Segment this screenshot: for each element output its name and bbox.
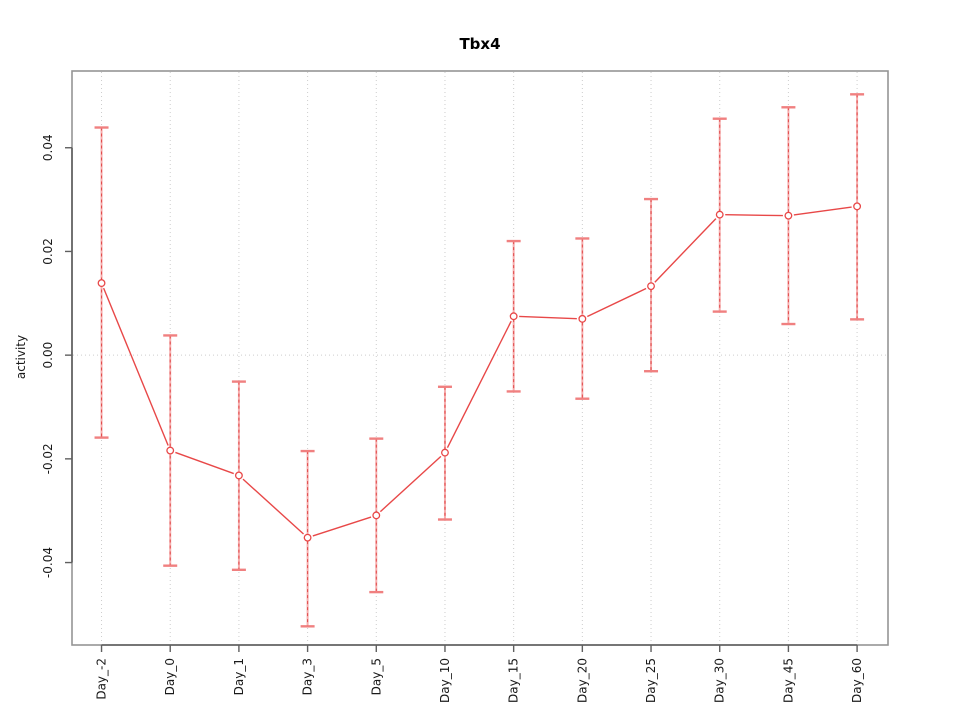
data-point [578, 314, 587, 323]
series-line-segment [587, 287, 647, 318]
series-line-segment [175, 451, 234, 475]
x-tick-label: Day_3 [301, 658, 315, 695]
x-tick-label: Day_-2 [95, 658, 109, 700]
data-point [441, 448, 449, 457]
x-tick-label: Day_1 [232, 658, 246, 695]
y-tick-label: 0.04 [41, 134, 55, 161]
x-tick-label: Day_45 [781, 658, 795, 703]
data-point [715, 210, 724, 219]
series-line-segment [242, 478, 304, 535]
y-tick-label: 0.02 [41, 238, 55, 265]
data-point [166, 446, 175, 455]
axes-layer: -0.04 -0.02 0.00 0.02 0.04 Day_-2 Day_0 Day_1 Da… [41, 134, 864, 703]
chart-title: Tbx4 [459, 35, 500, 53]
y-tick-label: -0.02 [41, 443, 55, 474]
data-point [234, 471, 243, 480]
series-line-segment [654, 218, 717, 283]
series-line-segment [793, 206, 852, 216]
series-line-segment [725, 214, 783, 217]
x-tick-label: Day_25 [644, 658, 658, 703]
data-series-layer [94, 93, 865, 628]
series-line-segment [446, 320, 512, 449]
plot-box [71, 70, 889, 646]
data-point [509, 312, 518, 321]
x-tick-label: Day_60 [850, 658, 864, 703]
data-point [372, 511, 381, 520]
series-line-segment [102, 287, 169, 446]
series-line-segment [312, 516, 372, 537]
series-line-segment [519, 315, 577, 320]
x-tick-label: Day_30 [713, 658, 727, 703]
data-point [303, 533, 312, 542]
y-tick-label: -0.04 [41, 547, 55, 578]
y-tick-label: 0.00 [41, 342, 55, 369]
data-point [853, 202, 862, 211]
x-tick-label: Day_15 [507, 658, 521, 703]
data-point [97, 279, 106, 288]
x-tick-label: Day_20 [575, 658, 589, 703]
grid-layer [73, 72, 887, 644]
data-point [784, 211, 793, 220]
x-tick-label: Day_5 [369, 658, 383, 695]
x-tick-label: Day_10 [438, 658, 452, 703]
y-axis-title: activity [14, 335, 28, 379]
plot-frame [71, 70, 889, 646]
data-point [647, 282, 655, 291]
series-line-segment [379, 455, 442, 513]
x-tick-label: Day_0 [163, 658, 177, 695]
